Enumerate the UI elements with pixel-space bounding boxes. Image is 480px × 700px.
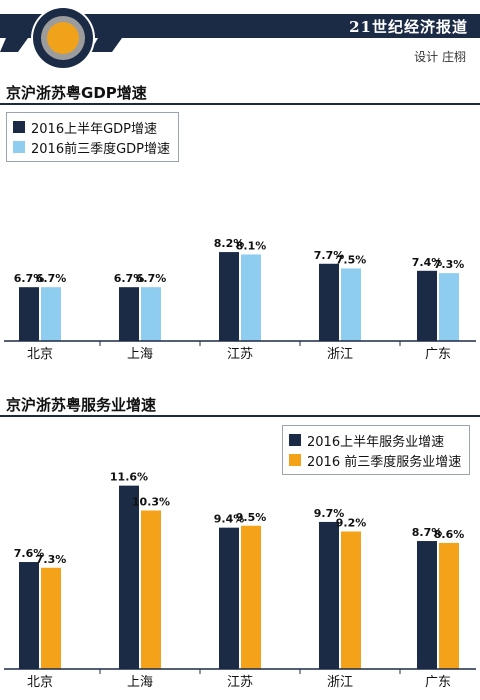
legend-label: 2016前三季度GDP增速 xyxy=(31,141,171,157)
paper-name: 21世纪经济报道 xyxy=(349,18,468,36)
bar-value-label: 6.7% xyxy=(114,272,145,285)
bar-1-2 xyxy=(119,287,139,341)
bar-2-1 xyxy=(41,287,61,341)
legend-label: 2016上半年GDP增速 xyxy=(31,121,158,137)
bar-1-1 xyxy=(19,562,39,669)
chart1-legend-item-1: 2016上半年GDP增速 xyxy=(13,117,170,137)
chart1-legend-item-2: 2016前三季度GDP增速 xyxy=(13,137,170,157)
bar-value-label: 6.7% xyxy=(136,272,167,285)
bar-1-4 xyxy=(319,263,339,341)
legend-swatch-navy xyxy=(289,434,301,446)
bar-1-3 xyxy=(219,527,239,669)
category-label: 广东 xyxy=(425,347,451,362)
bar-value-label: 8.6% xyxy=(434,528,465,541)
chart2-title: 京沪浙苏粤服务业增速 xyxy=(6,396,157,414)
chart2-legend-item-2: 2016 前三季度服务业增速 xyxy=(289,450,461,470)
category-label: 上海 xyxy=(127,675,153,690)
legend-label: 2016上半年服务业增速 xyxy=(307,434,445,450)
bar-value-label: 7.4% xyxy=(412,256,443,269)
category-label: 浙江 xyxy=(327,347,353,362)
bar-1-5 xyxy=(417,270,437,341)
bar-1-3 xyxy=(219,252,239,341)
bar-2-4 xyxy=(341,531,361,669)
bar-value-label: 9.7% xyxy=(314,507,345,520)
legend-swatch-light-blue xyxy=(13,141,25,153)
category-label: 北京 xyxy=(27,675,53,690)
bar-1-1 xyxy=(19,287,39,341)
bar-2-5 xyxy=(439,273,459,341)
chart2-legend: 2016上半年服务业增速 2016 前三季度服务业增速 xyxy=(282,425,471,475)
gdp-chart: 6.7%6.7%北京6.7%6.7%上海8.2%8.1%江苏7.7%7.5%浙江… xyxy=(4,237,476,362)
bar-2-2 xyxy=(141,510,161,669)
bar-2-3 xyxy=(241,525,261,669)
legend-swatch-navy xyxy=(13,121,25,133)
bar-value-label: 8.7% xyxy=(412,526,443,539)
bar-value-label: 8.2% xyxy=(214,237,245,250)
bar-value-label: 6.7% xyxy=(14,272,45,285)
bar-value-label: 9.5% xyxy=(236,511,267,524)
legend-label: 2016 前三季度服务业增速 xyxy=(307,454,462,470)
bar-value-label: 6.7% xyxy=(36,272,67,285)
category-label: 江苏 xyxy=(227,674,253,690)
bar-2-1 xyxy=(41,567,61,669)
bar-1-4 xyxy=(319,521,339,669)
bar-value-label: 7.3% xyxy=(36,553,67,566)
bar-value-label: 10.3% xyxy=(132,495,170,508)
legend-swatch-orange xyxy=(289,454,301,466)
bar-value-label: 7.6% xyxy=(14,547,45,560)
services-chart: 7.6%7.3% 北京 11.6% 10.3% 上海 9.4%9.5% 江苏 9.7%9.2%… xyxy=(4,471,476,690)
bar-2-2 xyxy=(141,287,161,341)
bar-value-label: 9.2% xyxy=(336,516,367,529)
bar-1-5 xyxy=(417,541,437,669)
chart1-rule xyxy=(0,103,480,105)
bar-2-3 xyxy=(241,254,261,341)
bar-value-label: 7.3% xyxy=(434,258,465,271)
chart2-rule xyxy=(0,415,480,417)
bar-value-label: 7.7% xyxy=(314,249,345,262)
bar-value-label: 9.4% xyxy=(214,513,245,526)
logo-icon xyxy=(0,6,130,70)
category-label: 浙江 xyxy=(327,675,353,690)
chart1-title: 京沪浙苏粤GDP增速 xyxy=(6,84,147,102)
category-label: 江苏 xyxy=(227,346,253,362)
category-label: 上海 xyxy=(127,347,153,362)
bar-2-4 xyxy=(341,268,361,341)
category-label: 广东 xyxy=(425,675,451,690)
masthead: 21世纪经济报道 设计 庄栩 xyxy=(0,0,480,78)
category-label: 北京 xyxy=(27,347,53,362)
designer-credit: 设计 庄栩 xyxy=(414,50,466,64)
bar-value-label: 7.5% xyxy=(336,253,367,266)
bar-value-label: 11.6% xyxy=(110,471,148,484)
chart2-legend-item-1: 2016上半年服务业增速 xyxy=(289,430,461,450)
chart1-legend: 2016上半年GDP增速 2016前三季度GDP增速 xyxy=(6,112,180,162)
bar-1-2 xyxy=(119,485,139,669)
bar-value-label: 8.1% xyxy=(236,239,267,252)
bar-2-5 xyxy=(439,542,459,669)
